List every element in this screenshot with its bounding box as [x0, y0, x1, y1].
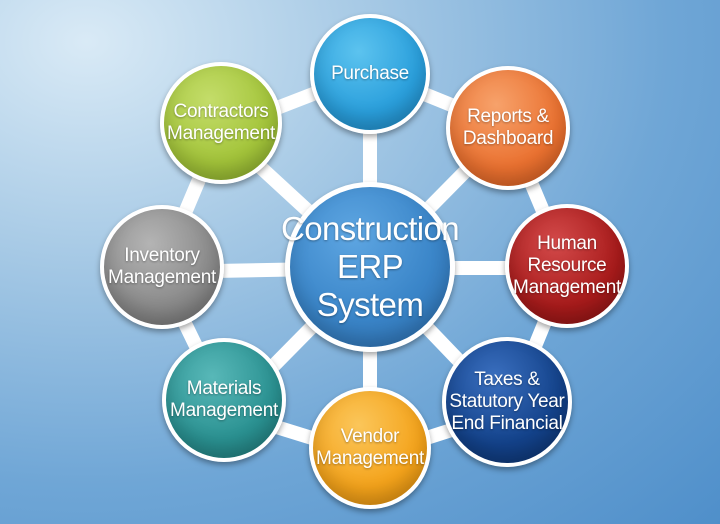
node-inventory-management: Inventory Management [100, 205, 224, 329]
node-purchase: Purchase [310, 14, 430, 134]
hub-label-line-1: Construction [280, 210, 460, 247]
node-label-vendor-management: Vendor Management [316, 426, 424, 469]
node-vendor-management: Vendor Management [309, 387, 431, 509]
node-label-inventory-management: Inventory Management [108, 245, 216, 288]
hub-construction-erp-system: Construction ERP System [281, 182, 460, 352]
node-label-reports-dashboard: Reports & Dashboard [462, 106, 554, 149]
node-label-materials-management: Materials Management [170, 378, 278, 421]
node-taxes-statutory: Taxes & Statutory Year End Financial [442, 337, 572, 467]
node-human-resource-management: Human Resource Management [505, 204, 629, 328]
node-label-taxes-statutory: Taxes & Statutory Year End Financial [449, 369, 565, 434]
node-label-purchase: Purchase [331, 63, 409, 84]
hub-label: Construction ERP System [280, 210, 460, 324]
node-label-contractors-management: Contractors Management [167, 101, 275, 144]
hub-label-line-2: ERP System [316, 248, 424, 323]
node-reports-dashboard: Reports & Dashboard [446, 66, 570, 190]
node-label-human-resource-management: Human Resource Management [513, 233, 621, 298]
node-materials-management: Materials Management [162, 338, 286, 462]
node-contractors-management: Contractors Management [160, 62, 282, 184]
